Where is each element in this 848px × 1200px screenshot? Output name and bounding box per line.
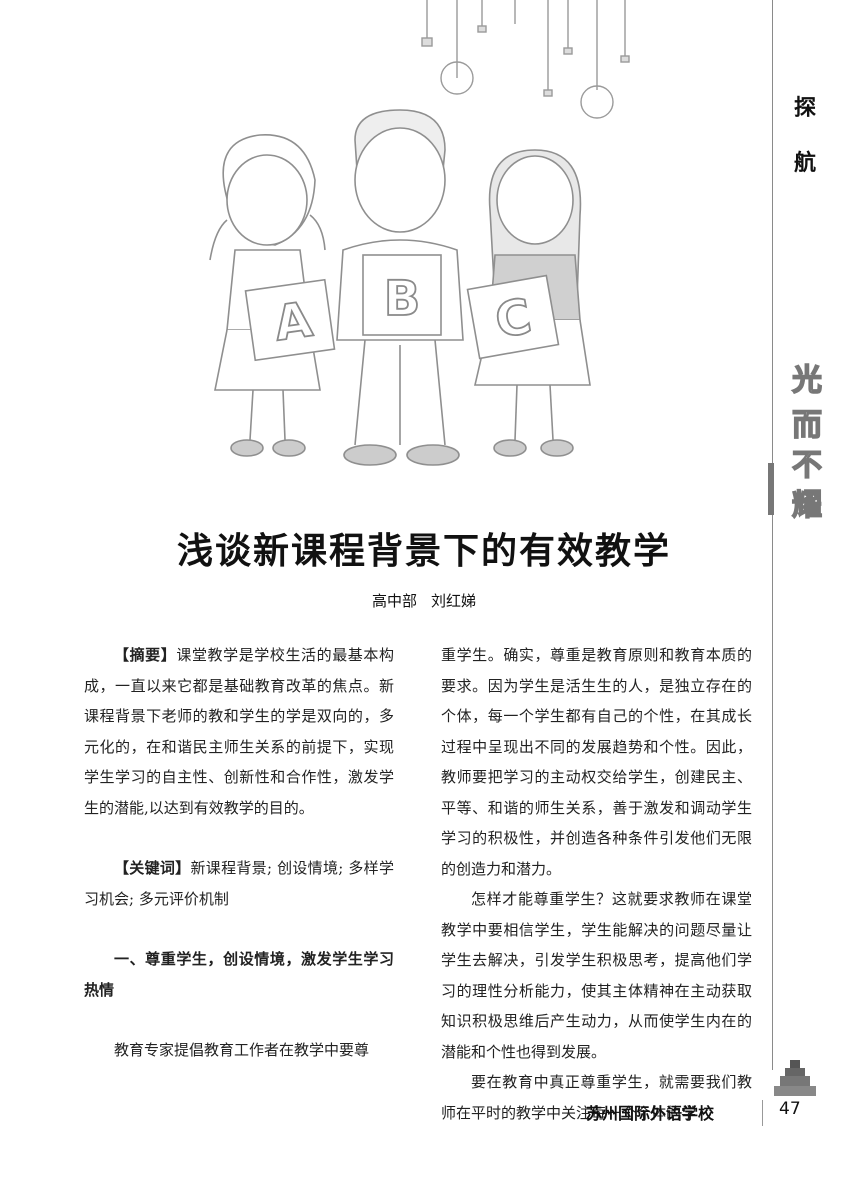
- card-c: [466, 274, 560, 360]
- keywords-text: 新课程背景; 创设情境; 多样学习机会; 多元评价机制: [84, 859, 394, 908]
- abstract: 【摘要】课堂教学是学校生活的最基本构成，一直以来它都是基础教育改革的焦点。新课程…: [84, 640, 394, 823]
- author-name: 刘红娣: [431, 592, 477, 610]
- card-b: [362, 254, 442, 336]
- right-column: 重学生。确实，尊重是教育原则和教育本质的要求。因为学生是活生生的人，是独立存在的…: [441, 640, 752, 1128]
- page-number: 47: [779, 1099, 801, 1119]
- keywords: 【关键词】新课程背景; 创设情境; 多样学习机会; 多元评价机制: [84, 853, 394, 914]
- author-department: 高中部: [371, 592, 417, 610]
- abstract-text: 课堂教学是学校生活的最基本构成，一直以来它都是基础教育改革的焦点。新课程背景下老…: [84, 646, 394, 817]
- sidebar-section-char-1: 探: [793, 95, 816, 121]
- abstract-label: 【摘要】: [114, 646, 177, 664]
- sidebar-section-char-2: 航: [793, 150, 816, 176]
- card-letter-b: B: [384, 271, 421, 327]
- paragraph-2: 怎样才能尊重学生？这就要求教师在课堂教学中要相信学生，学生能解决的问题尽量让学生…: [441, 890, 752, 1061]
- section-heading: 一、尊重学生，创设情境，激发学生学习热情: [84, 950, 394, 999]
- paragraph-3: 要在教育中真正尊重学生，就需要我们教师在平时的教学中关注每一个个体的学: [441, 1073, 752, 1122]
- left-column: 【摘要】课堂教学是学校生活的最基本构成，一直以来它都是基础教育改革的焦点。新课程…: [84, 640, 394, 1066]
- girl-left: [209, 134, 326, 457]
- author-line: 高中部 刘红娣: [0, 590, 848, 611]
- children-abc-illustration: A B C: [209, 0, 630, 466]
- paragraph-start: 教育专家提倡教育工作者在教学中要尊: [114, 1041, 370, 1059]
- page-corner-steps: [774, 1060, 816, 1096]
- sidebar-accent-bar: [768, 463, 774, 515]
- card-letter-a: A: [271, 292, 316, 353]
- hanging-lights: [421, 0, 630, 119]
- sidebar-rule: [772, 0, 773, 1070]
- sidebar-motto-char-3: 不: [791, 447, 822, 483]
- article-title: 浅谈新课程背景下的有效教学: [176, 530, 671, 572]
- keywords-label: 【关键词】: [114, 859, 191, 877]
- footer-school-name: 苏州国际外语学校: [586, 1104, 715, 1123]
- sidebar-motto-char-1: 光: [791, 362, 822, 398]
- sidebar-motto-char-2: 而: [791, 407, 822, 443]
- card-a: [244, 278, 336, 362]
- paragraph-1: 重学生。确实，尊重是教育原则和教育本质的要求。因为学生是活生生的人，是独立存在的…: [441, 646, 752, 878]
- footer-divider: [762, 1100, 763, 1126]
- sidebar-motto-char-4: 耀: [791, 487, 822, 523]
